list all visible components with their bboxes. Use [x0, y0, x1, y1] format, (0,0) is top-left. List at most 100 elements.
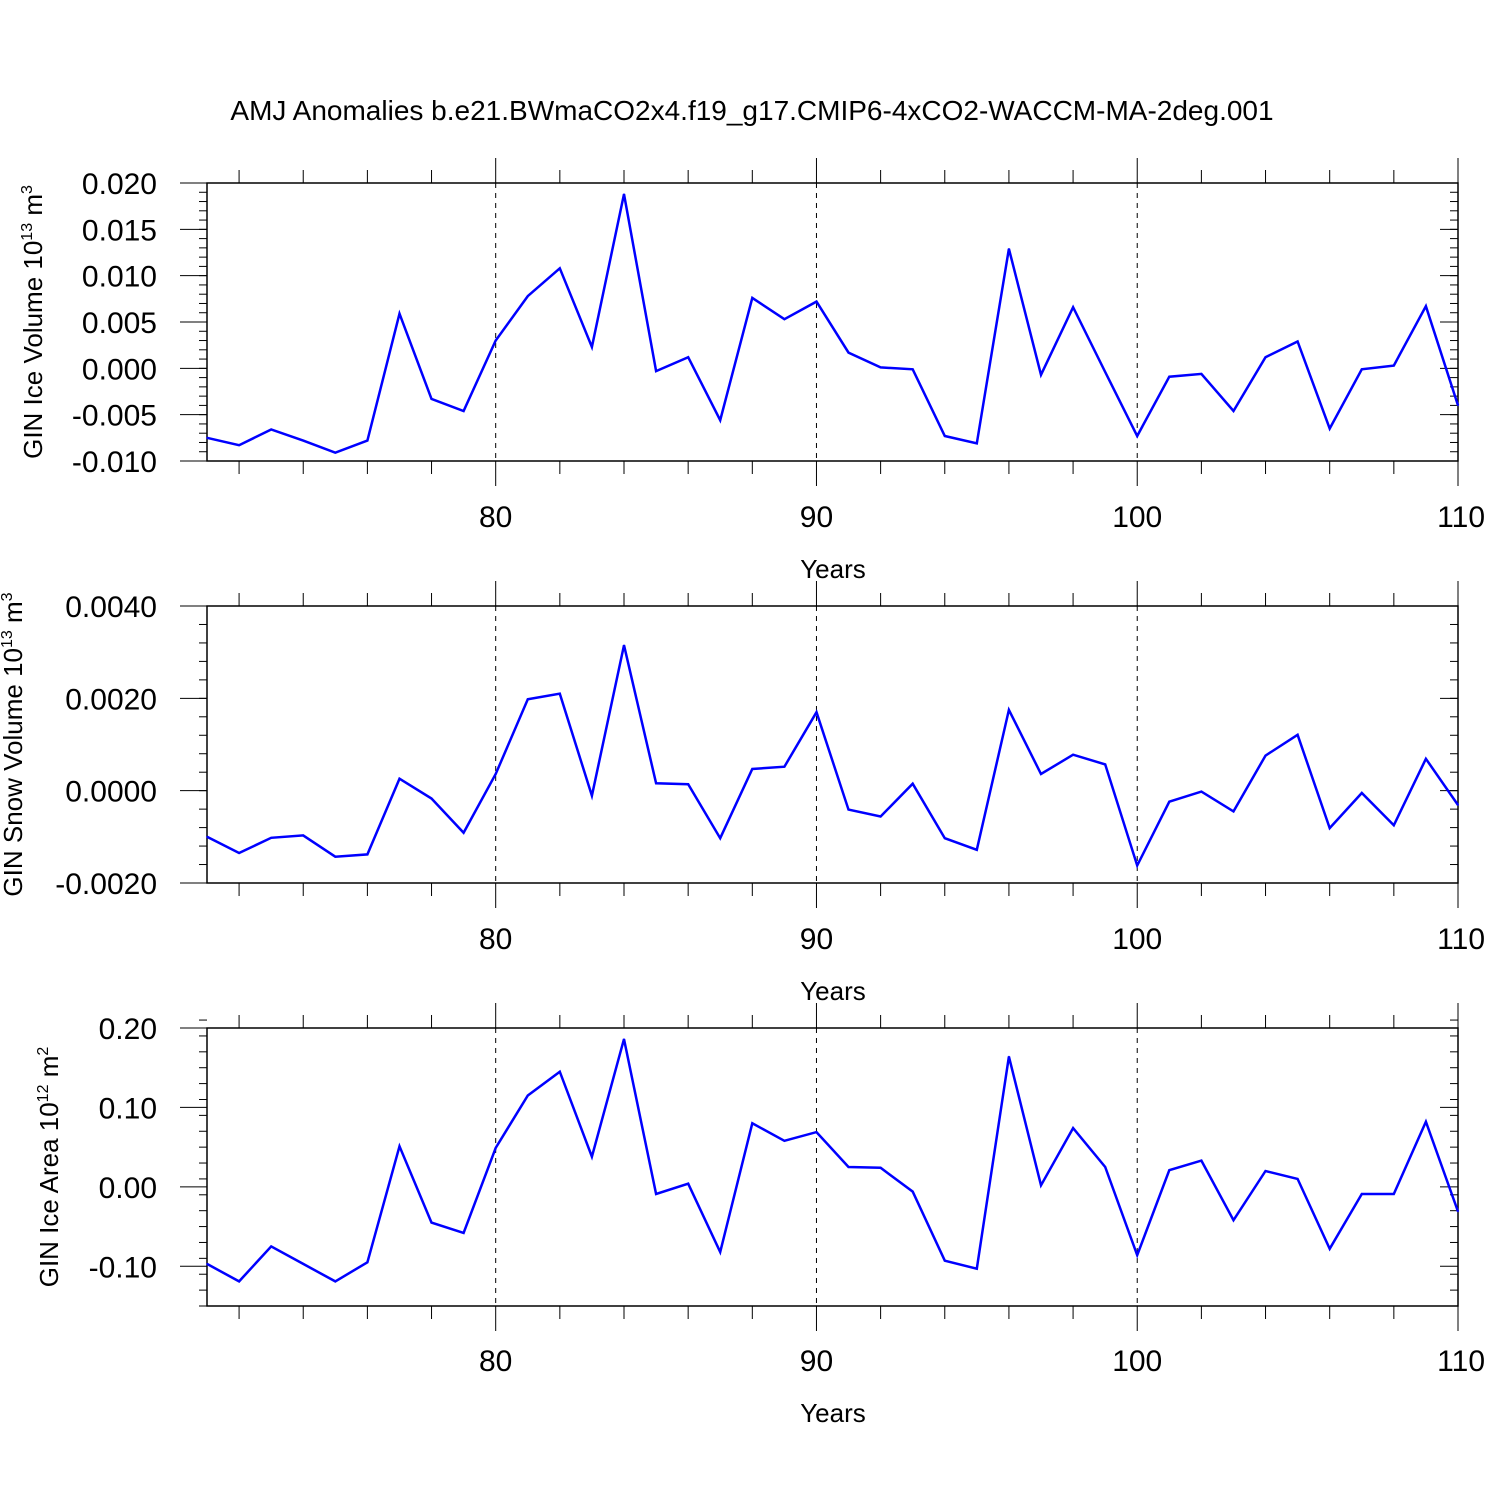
data-point — [1072, 753, 1074, 756]
data-point — [847, 808, 850, 811]
x-tick-label: 80 — [479, 923, 512, 956]
data-point — [1072, 306, 1074, 308]
y-tick-label: 0.10 — [99, 1092, 157, 1125]
data-point — [1168, 1169, 1171, 1171]
data-point — [494, 339, 497, 342]
y-axis-label-exponent: 12 — [35, 1084, 52, 1102]
x-tick-label: 90 — [800, 1345, 833, 1378]
data-point — [1136, 435, 1139, 437]
x-axis-label: Years — [800, 554, 866, 584]
data-point — [976, 442, 978, 445]
data-point — [1168, 375, 1171, 378]
y-tick-label: 0.0000 — [65, 776, 157, 809]
data-point — [1008, 247, 1010, 250]
data-point — [398, 777, 401, 780]
data-point — [1040, 773, 1042, 775]
y-tick-label: 0.20 — [99, 1013, 157, 1046]
data-point — [462, 410, 465, 412]
data-point — [879, 815, 882, 818]
y-tick-label: 0.00 — [99, 1172, 157, 1205]
data-point — [430, 1221, 433, 1224]
data-point — [623, 193, 625, 195]
data-point — [334, 855, 337, 858]
y-axis-label-unit: m — [0, 601, 28, 630]
data-point — [270, 428, 272, 431]
data-point — [206, 1263, 208, 1265]
data-point — [1200, 1159, 1203, 1162]
x-tick-label: 100 — [1112, 923, 1162, 956]
y-axis-label: GIN Snow Volume 1013 m3 — [0, 592, 28, 896]
x-tick-label: 90 — [800, 501, 833, 534]
data-point — [1008, 1055, 1010, 1058]
y-axis-label: GIN Ice Area 1012 m2 — [34, 1047, 64, 1288]
data-point — [1264, 1170, 1267, 1172]
data-point — [1200, 373, 1203, 375]
data-point — [687, 356, 689, 359]
x-tick-label: 80 — [479, 501, 512, 534]
x-axis-label: Years — [800, 1398, 866, 1428]
data-point — [943, 435, 946, 437]
chart-panel-3: 80 90 100 110 -0.10 0.00 0.10 0.20 Years GIN Ice … — [34, 1003, 1485, 1428]
data-point — [1457, 1210, 1459, 1213]
data-point — [526, 295, 529, 297]
data-point — [1393, 364, 1395, 367]
y-tick-label: -0.010 — [72, 446, 157, 479]
y-tick-label: -0.10 — [89, 1251, 157, 1284]
data-point — [1232, 1219, 1235, 1222]
plot-frame — [206, 1027, 1459, 1307]
data-point — [976, 848, 978, 851]
data-point — [334, 1280, 337, 1283]
data-point — [943, 837, 946, 840]
data-point — [879, 1166, 882, 1169]
y-axis-label-unit-exponent: 3 — [19, 185, 36, 194]
data-point — [815, 300, 818, 303]
y-axis-label-unit: m — [34, 1056, 64, 1085]
y-tick-label: -0.005 — [72, 400, 157, 433]
data-point — [302, 1263, 305, 1265]
x-axis-label: Years — [800, 976, 866, 1006]
data-point — [591, 794, 593, 797]
data-point — [847, 351, 850, 354]
x-tick-label: 100 — [1112, 1345, 1162, 1378]
data-point — [559, 1070, 561, 1073]
y-axis-label-text: GIN Ice Area 10 — [34, 1102, 64, 1287]
data-point — [1328, 827, 1331, 829]
data-point — [270, 1245, 272, 1248]
data-point — [1393, 1193, 1395, 1195]
data-point — [270, 836, 272, 839]
data-point — [1425, 305, 1427, 308]
data-point — [655, 1193, 657, 1195]
y-tick-label: 0.0020 — [65, 683, 157, 716]
data-point — [1264, 754, 1267, 757]
data-point — [334, 451, 337, 454]
data-point — [1425, 758, 1427, 760]
x-tick-label: 80 — [479, 1345, 512, 1378]
data-point — [1200, 790, 1203, 793]
data-point — [911, 1190, 914, 1193]
data-point — [751, 297, 754, 299]
data-point — [1393, 824, 1395, 827]
data-point — [1425, 1120, 1427, 1123]
y-tick-label: 0.020 — [82, 168, 157, 201]
data-point — [238, 1280, 240, 1283]
data-point — [526, 1094, 529, 1097]
data-point — [398, 1145, 401, 1148]
series-line-1 — [206, 644, 1460, 869]
y-axis-label-text: GIN Snow Volume 10 — [0, 648, 28, 897]
data-point — [1457, 404, 1459, 407]
data-point — [1104, 763, 1106, 766]
y-tick-label: -0.0020 — [55, 868, 157, 901]
y-tick-label: 0.0040 — [65, 591, 157, 624]
data-point — [494, 1147, 497, 1149]
data-point — [1008, 709, 1010, 711]
data-point — [687, 783, 689, 786]
data-point — [623, 1038, 625, 1040]
data-point — [462, 1232, 465, 1234]
data-point — [911, 782, 914, 785]
data-point — [623, 644, 625, 647]
plot-frame — [206, 182, 1459, 462]
data-point — [1360, 368, 1363, 371]
data-point — [1457, 804, 1459, 806]
data-point — [1360, 1193, 1363, 1195]
data-point — [1360, 792, 1363, 794]
